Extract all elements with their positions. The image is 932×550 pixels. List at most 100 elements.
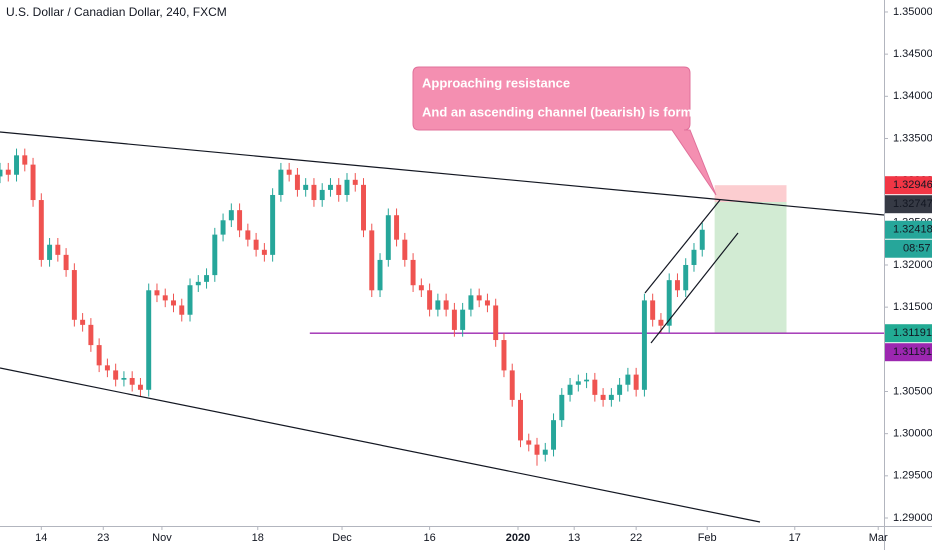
candle-body xyxy=(625,374,631,385)
y-tick-label: 1.34000 xyxy=(893,90,932,102)
candle-body xyxy=(154,290,160,296)
price-label: 1.32418 xyxy=(893,224,932,236)
x-tick-label: 16 xyxy=(423,532,435,544)
candle-body xyxy=(361,184,366,231)
y-tick-label: 1.29000 xyxy=(893,512,932,524)
x-tick-label: 17 xyxy=(789,532,801,544)
candle-body xyxy=(319,189,325,201)
candle-body xyxy=(286,169,292,175)
candle-body xyxy=(559,394,565,421)
candle-body xyxy=(484,300,490,306)
candle-body xyxy=(14,155,20,175)
candle-body xyxy=(129,377,135,385)
candle-body xyxy=(278,169,284,195)
candle-body xyxy=(427,290,433,310)
x-tick-label: Feb xyxy=(698,532,717,544)
candle-body xyxy=(63,254,69,271)
candle-body xyxy=(22,155,28,165)
candle-body xyxy=(294,174,300,190)
x-tick-label: 14 xyxy=(35,532,47,544)
candle-body xyxy=(5,169,11,175)
y-tick-label: 1.29500 xyxy=(893,470,932,482)
candle-body xyxy=(460,309,466,330)
candle-body xyxy=(658,319,664,326)
candle-body xyxy=(71,270,77,320)
candle-body xyxy=(171,300,176,306)
candle-body xyxy=(0,169,3,177)
candle-body xyxy=(88,324,94,346)
candle-body xyxy=(253,239,259,250)
y-tick-label: 1.33500 xyxy=(893,132,932,144)
candle-body xyxy=(575,381,581,385)
chart-title: U.S. Dollar / Canadian Dollar, 240, FXCM xyxy=(6,5,227,19)
callout-line: And an ascending channel (bearish) is fo… xyxy=(422,104,712,119)
axes: 1.350001.345001.340001.335001.330001.325… xyxy=(35,6,932,544)
candle-body xyxy=(674,280,680,291)
candle-body xyxy=(303,184,309,190)
x-tick-label: 23 xyxy=(97,532,109,544)
candle-body xyxy=(501,340,507,371)
candle-body xyxy=(245,230,251,240)
stop-zone xyxy=(714,185,787,202)
candle-body xyxy=(592,379,598,395)
candle-body xyxy=(352,179,358,185)
candle-body xyxy=(443,300,449,310)
plot-area xyxy=(0,148,884,466)
candle-body xyxy=(451,309,457,330)
support-trendline xyxy=(0,367,761,523)
candle-body xyxy=(650,300,656,320)
candle-body xyxy=(633,374,639,390)
x-tick-label: Nov xyxy=(152,532,172,544)
y-tick-label: 1.34500 xyxy=(893,48,932,60)
price-label: 1.31191 xyxy=(893,327,932,339)
y-tick-label: 1.35000 xyxy=(893,6,932,18)
callout-line: Approaching resistance xyxy=(422,75,570,90)
callout: Approaching resistance And an ascending … xyxy=(412,66,717,196)
candle-body xyxy=(30,164,36,201)
candle-body xyxy=(608,394,614,400)
candle-body xyxy=(377,259,383,291)
channel-upper xyxy=(644,199,721,294)
candle-body xyxy=(476,295,482,301)
candle-body xyxy=(518,399,523,441)
candle-body xyxy=(113,370,119,380)
candle-body xyxy=(641,300,647,390)
candle-body xyxy=(468,295,474,310)
candle-body xyxy=(47,244,53,260)
x-tick-label: 22 xyxy=(630,532,642,544)
candle-body xyxy=(617,384,623,395)
candle-body xyxy=(311,184,317,201)
candle-body xyxy=(418,285,424,291)
candle-body xyxy=(187,285,193,315)
candle-body xyxy=(146,290,152,390)
price-label: 1.31191 xyxy=(893,346,932,358)
candle-body xyxy=(551,420,557,450)
price-label-bg xyxy=(885,343,932,362)
candle-body xyxy=(435,300,441,310)
y-tick-label: 1.31500 xyxy=(893,301,932,313)
candle-body xyxy=(261,249,267,255)
candle-body xyxy=(584,379,590,382)
x-tick-label: Mar xyxy=(869,532,888,544)
candle-body xyxy=(542,449,548,455)
x-tick-label: 2020 xyxy=(506,532,530,544)
candle-body xyxy=(270,194,276,255)
candle-body xyxy=(336,184,342,195)
candle-body xyxy=(402,239,408,260)
candle-body xyxy=(195,281,201,286)
candle-body xyxy=(493,305,499,341)
price-axis xyxy=(884,0,932,550)
channel-lower xyxy=(650,232,739,344)
candle-body xyxy=(691,249,697,265)
candle-body xyxy=(237,210,243,231)
candle-body xyxy=(80,319,86,325)
candle-body xyxy=(534,444,540,455)
candle-body xyxy=(212,234,218,276)
candle-body xyxy=(162,295,168,301)
candle-body xyxy=(204,275,210,282)
candle-body xyxy=(55,244,61,255)
price-label: 1.32747 xyxy=(893,198,932,210)
candle-body xyxy=(394,215,400,240)
candle-body xyxy=(509,370,515,400)
